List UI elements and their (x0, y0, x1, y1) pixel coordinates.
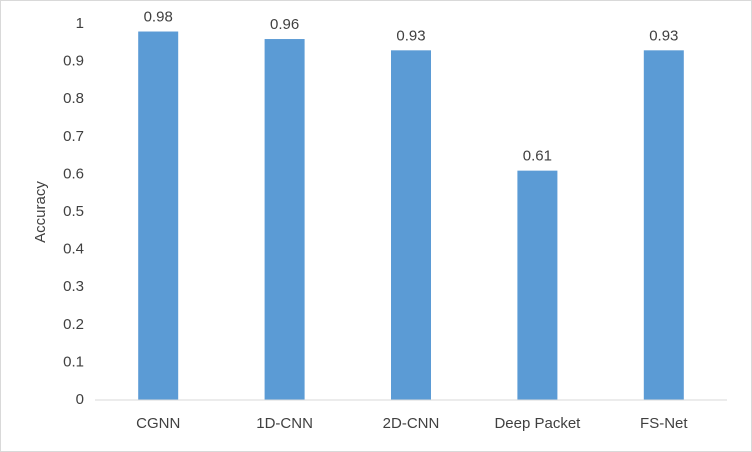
y-tick-label: 0 (76, 391, 84, 408)
y-tick-label: 0.4 (63, 241, 84, 258)
y-tick-label: 0.9 (63, 53, 84, 70)
data-label: 0.96 (270, 16, 299, 33)
data-label: 0.61 (523, 148, 552, 165)
y-tick-label: 0.6 (63, 165, 84, 182)
x-tick-label: CGNN (136, 415, 180, 432)
x-tick-label: FS-Net (640, 415, 688, 432)
y-tick-label: 1 (76, 15, 84, 32)
bar (517, 170, 558, 400)
bar (391, 50, 431, 400)
x-tick-label: Deep Packet (494, 415, 581, 432)
y-tick-label: 0.1 (63, 353, 84, 370)
y-tick-label: 0.5 (63, 203, 84, 220)
x-tick-label: 1D-CNN (256, 415, 313, 432)
data-label: 0.98 (144, 8, 173, 25)
y-tick-label: 0.3 (63, 278, 84, 295)
y-tick-label: 0.2 (63, 316, 84, 333)
bar (643, 50, 684, 400)
x-tick-label: 2D-CNN (383, 415, 440, 432)
y-tick-label: 0.7 (63, 128, 84, 145)
data-label: 0.93 (649, 27, 678, 44)
y-axis-label: Accuracy (32, 181, 49, 243)
bar (138, 31, 179, 401)
data-label: 0.93 (396, 27, 425, 44)
y-tick-label: 0.8 (63, 90, 84, 107)
bar (264, 39, 305, 400)
